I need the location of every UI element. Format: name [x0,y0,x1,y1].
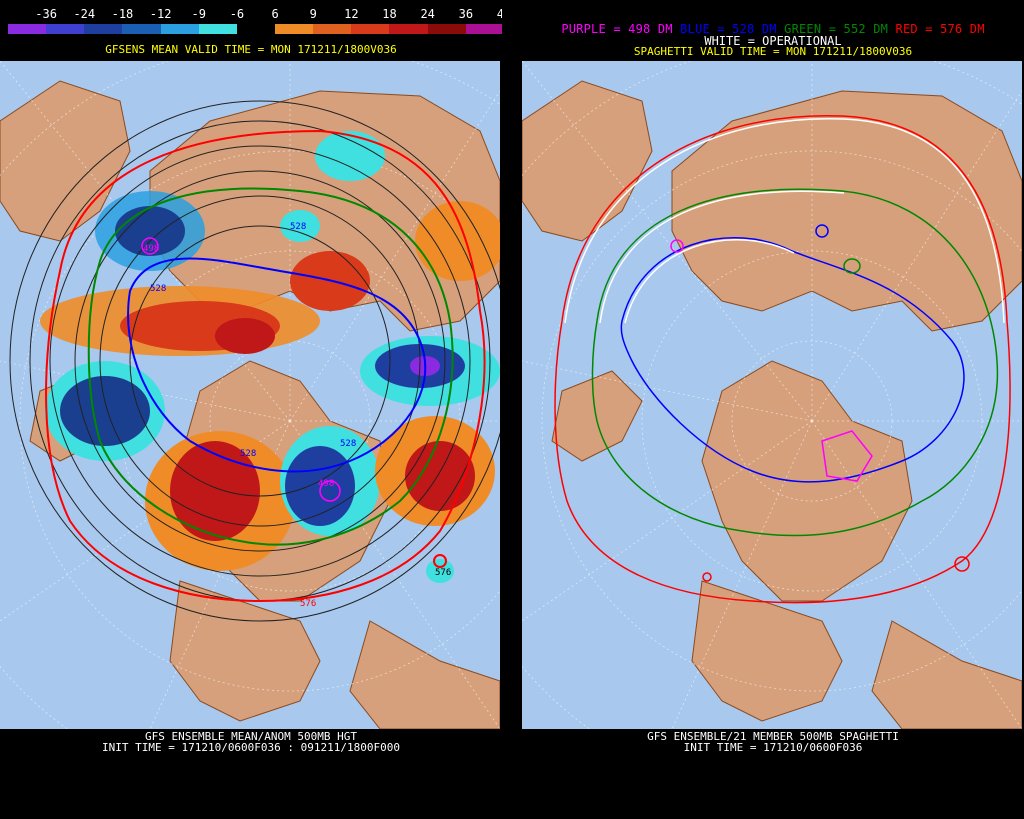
colorbar-tick: 24 [420,7,435,21]
colorbar-tick: 9 [309,7,317,21]
right-footer-title: GFS ENSEMBLE/21 MEMBER 500MB SPAGHETTI [647,730,899,743]
colorbar-tick: -36 [35,7,57,21]
legend-purple: PURPLE = 498 DM [561,22,673,36]
colorbar-strip [8,24,504,34]
colorbar-segment [427,24,466,34]
colorbar-segment [198,24,237,34]
contour-label-528: 528 [240,449,256,459]
right-footer-init: INIT TIME = 171210/0600F036 [683,741,863,754]
colorbar-tick: -24 [73,7,96,21]
colorbar-tick: 36 [458,7,474,21]
colorbar-tick: 6 [271,7,279,21]
colorbar-segment [160,24,199,34]
left-valid-time-title: GFSENS MEAN VALID TIME = MON 171211/1800… [105,43,397,56]
spaghetti-legend: PURPLE = 498 DM BLUE = 528 DM GREEN = 55… [522,22,1024,36]
colorbar-segment [236,24,275,34]
spaghetti-map [522,61,1022,729]
colorbar-segment [274,24,314,34]
colorbar-segment [84,24,123,34]
colorbar-tick: 18 [382,7,397,21]
legend-white: WHITE = OPERATIONAL [704,34,842,48]
colorbar-tick: -6 [229,7,245,21]
ensemble-mean-map: 498 528 528 498 576 528 528 576 [0,61,500,729]
ensemble-mean-map-svg: 498 528 528 498 576 528 528 576 [0,61,500,729]
legend-green: GREEN = 552 DM [784,22,889,36]
colorbar-segment [122,24,161,34]
contour-label-528: 528 [150,284,166,294]
contour-label-576: 576 [435,568,451,578]
contour-label-498: 498 [143,244,159,254]
panel-gap [502,0,522,819]
colorbar-segment [313,24,352,34]
colorbar-tick: -9 [191,7,206,21]
colorbar-segment [389,24,428,34]
europe-land [0,80,131,242]
colorbar-tick: -12 [149,7,172,21]
spaghetti-panel: PURPLE = 498 DM BLUE = 528 DM GREEN = 55… [522,0,1024,819]
legend-red: RED = 576 DM [895,22,985,36]
spaghetti-contours [554,114,1011,604]
left-footer-title: GFS ENSEMBLE MEAN/ANOM 500MB HGT [145,730,357,743]
right-valid-time-title: SPAGHETTI VALID TIME = MON 171211/1800V0… [633,45,913,58]
colorbar-tick: -18 [111,7,134,21]
anomaly-shading [40,131,500,583]
colorbar-segment [465,24,504,34]
left-footer-init: INIT TIME = 171210/0600F036 : 091211/180… [101,741,400,754]
ensemble-mean-panel: -36-24-18-12-9-6691218243648 GFSENS MEAN… [0,0,511,819]
contour-label-576: 576 [300,599,316,609]
colorbar-segment [351,24,390,34]
legend-blue: BLUE = 528 DM [680,22,777,36]
contour-label-528: 528 [290,222,306,232]
colorbar-segment [8,24,47,34]
anomaly-colorbar: -36-24-18-12-9-6691218243648 [4,0,511,38]
contour-label-498: 498 [318,479,334,489]
colorbar-segment [46,24,85,34]
north-america-land [169,580,321,722]
colorbar-tick: 12 [344,7,359,21]
spaghetti-map-svg [522,61,1022,729]
south-america-land [349,620,500,729]
contour-label-528: 528 [340,439,356,449]
